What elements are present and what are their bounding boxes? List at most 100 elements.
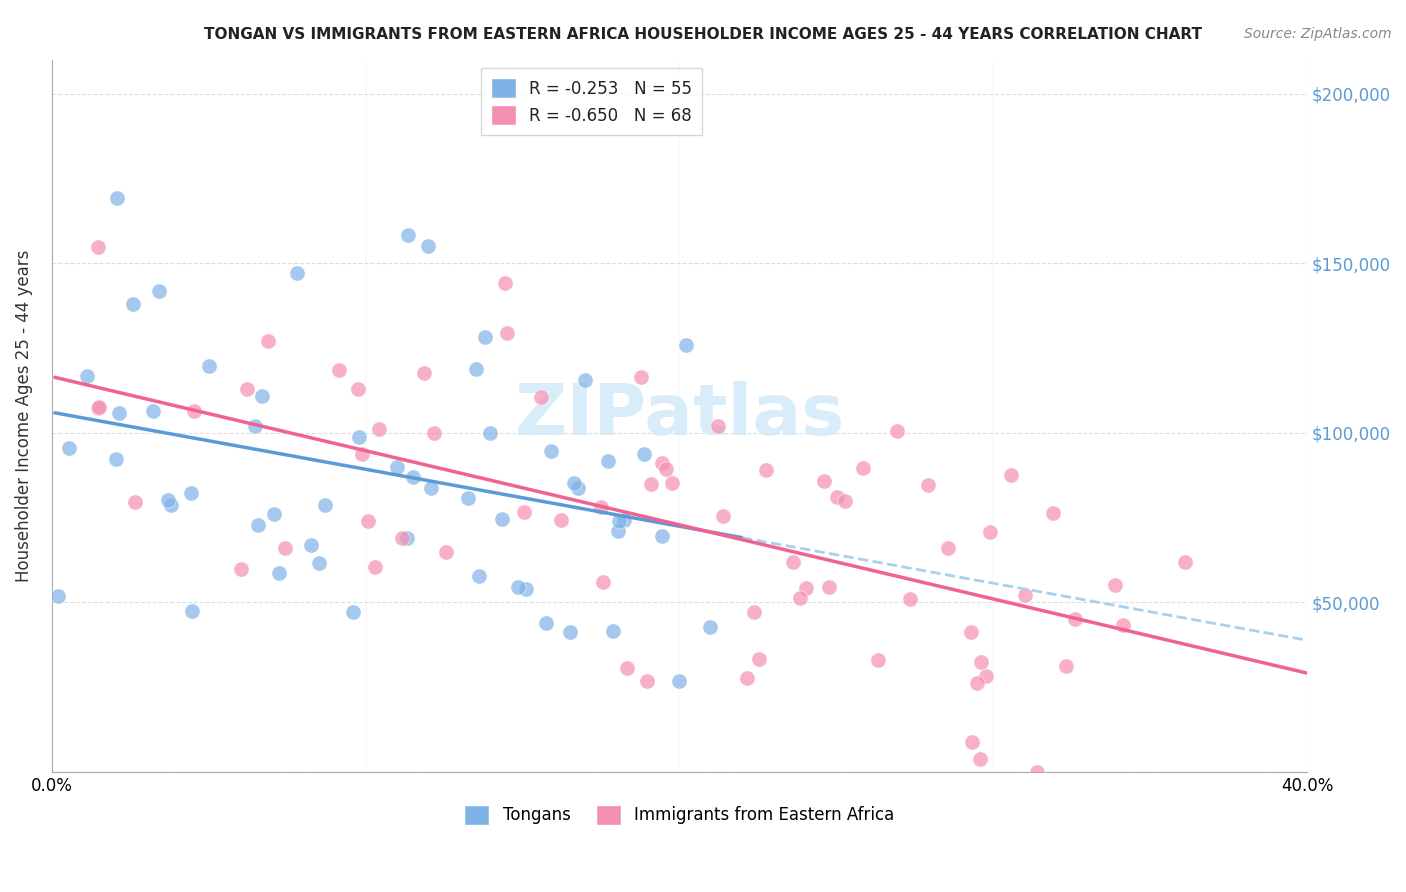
Point xyxy=(567,481,589,495)
Point xyxy=(391,531,413,545)
Point xyxy=(87,400,110,414)
Point xyxy=(550,512,572,526)
Point xyxy=(607,524,630,539)
Point xyxy=(562,476,585,491)
Point xyxy=(457,491,479,505)
Point xyxy=(301,538,323,552)
Point xyxy=(1054,659,1077,673)
Point xyxy=(267,566,290,580)
Point xyxy=(1000,468,1022,483)
Point xyxy=(530,390,553,404)
Point xyxy=(898,592,921,607)
Point xyxy=(245,419,267,434)
Point xyxy=(308,556,330,570)
Point xyxy=(347,382,370,396)
Point xyxy=(513,505,536,519)
Point xyxy=(122,296,145,310)
Text: ZIPatlas: ZIPatlas xyxy=(515,381,845,450)
Point xyxy=(668,674,690,689)
Point xyxy=(250,389,273,403)
Point xyxy=(636,673,658,688)
Point xyxy=(970,655,993,669)
Point xyxy=(962,735,984,749)
Point xyxy=(367,422,389,436)
Y-axis label: Householder Income Ages 25 - 44 years: Householder Income Ages 25 - 44 years xyxy=(15,250,32,582)
Point xyxy=(789,591,811,605)
Point xyxy=(328,362,350,376)
Point xyxy=(247,518,270,533)
Point xyxy=(969,751,991,765)
Point xyxy=(917,478,939,492)
Text: Source: ZipAtlas.com: Source: ZipAtlas.com xyxy=(1244,27,1392,41)
Point xyxy=(602,624,624,639)
Point xyxy=(1173,555,1195,569)
Point xyxy=(707,419,730,434)
Point xyxy=(479,425,502,440)
Point xyxy=(314,498,336,512)
Point xyxy=(46,590,69,604)
Point xyxy=(76,369,98,384)
Point xyxy=(180,604,202,618)
Point xyxy=(508,580,530,594)
Point xyxy=(495,326,517,341)
Point xyxy=(782,555,804,569)
Point xyxy=(616,661,638,675)
Point xyxy=(574,373,596,387)
Point xyxy=(148,284,170,298)
Point xyxy=(387,460,409,475)
Point xyxy=(420,481,443,495)
Point xyxy=(395,532,418,546)
Point xyxy=(104,451,127,466)
Point xyxy=(157,492,180,507)
Point xyxy=(558,624,581,639)
Point xyxy=(651,529,673,543)
Point xyxy=(436,544,458,558)
Point xyxy=(633,447,655,461)
Point xyxy=(834,493,856,508)
Point xyxy=(350,448,373,462)
Point xyxy=(416,239,439,253)
Point xyxy=(58,442,80,456)
Point xyxy=(640,477,662,491)
Point xyxy=(1064,612,1087,626)
Point xyxy=(979,524,1001,539)
Point xyxy=(818,581,841,595)
Point xyxy=(494,276,516,290)
Point xyxy=(515,582,537,596)
Point xyxy=(591,500,613,515)
Point xyxy=(491,512,513,526)
Point xyxy=(866,653,889,667)
Point xyxy=(654,462,676,476)
Point xyxy=(274,541,297,555)
Point xyxy=(699,620,721,634)
Point xyxy=(813,474,835,488)
Point xyxy=(737,671,759,685)
Point xyxy=(468,569,491,583)
Point xyxy=(124,494,146,508)
Point xyxy=(86,239,108,253)
Point xyxy=(534,615,557,630)
Point xyxy=(827,491,849,505)
Point xyxy=(630,370,652,384)
Point xyxy=(183,404,205,418)
Point xyxy=(651,456,673,470)
Point xyxy=(661,476,683,491)
Point xyxy=(357,514,380,528)
Point xyxy=(1026,765,1049,780)
Point xyxy=(748,652,770,666)
Point xyxy=(938,541,960,555)
Point xyxy=(142,404,165,418)
Point xyxy=(108,406,131,420)
Point xyxy=(474,330,496,344)
Point xyxy=(413,366,436,380)
Point xyxy=(198,359,221,373)
Point xyxy=(540,443,562,458)
Point xyxy=(607,515,630,529)
Point xyxy=(960,624,983,639)
Point xyxy=(87,401,110,415)
Point xyxy=(852,460,875,475)
Text: TONGAN VS IMMIGRANTS FROM EASTERN AFRICA HOUSEHOLDER INCOME AGES 25 - 44 YEARS C: TONGAN VS IMMIGRANTS FROM EASTERN AFRICA… xyxy=(204,27,1202,42)
Point xyxy=(285,266,308,280)
Point xyxy=(1111,617,1133,632)
Point xyxy=(794,581,817,595)
